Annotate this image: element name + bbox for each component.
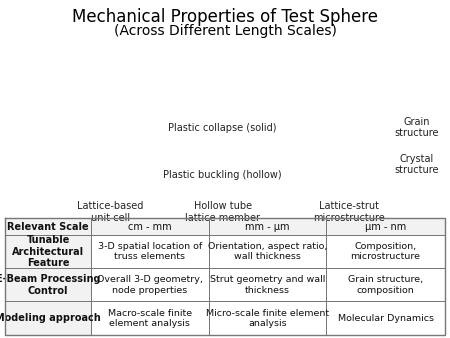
Text: Lattice-strut
microstructure: Lattice-strut microstructure xyxy=(313,201,385,223)
Bar xyxy=(91,301,209,335)
Bar xyxy=(5,301,91,335)
Bar xyxy=(209,268,326,301)
Text: Grain structure,
composition: Grain structure, composition xyxy=(348,275,423,294)
Text: Relevant Scale: Relevant Scale xyxy=(7,221,89,232)
Text: Mechanical Properties of Test Sphere: Mechanical Properties of Test Sphere xyxy=(72,8,378,26)
Text: Orientation, aspect ratio,
wall thickness: Orientation, aspect ratio, wall thicknes… xyxy=(208,242,327,261)
Text: Tunable
Architectural
Feature: Tunable Architectural Feature xyxy=(12,235,84,268)
Bar xyxy=(5,268,91,301)
Text: Strut geometry and wall
thickness: Strut geometry and wall thickness xyxy=(210,275,325,294)
Bar xyxy=(5,235,91,268)
Bar xyxy=(326,235,445,268)
Text: Lattice-based
unit cell: Lattice-based unit cell xyxy=(77,201,144,223)
Text: E-Beam Processing
Control: E-Beam Processing Control xyxy=(0,274,100,296)
Text: (Across Different Length Scales): (Across Different Length Scales) xyxy=(113,24,337,38)
Text: Composition,
microstructure: Composition, microstructure xyxy=(351,242,421,261)
Bar xyxy=(209,218,326,235)
Bar xyxy=(326,268,445,301)
Bar xyxy=(91,218,209,235)
Text: Macro-scale finite
element analysis: Macro-scale finite element analysis xyxy=(108,309,192,328)
Text: Molecular Dynamics: Molecular Dynamics xyxy=(338,314,433,323)
Bar xyxy=(91,268,209,301)
Bar xyxy=(5,218,91,235)
Text: Modeling approach: Modeling approach xyxy=(0,313,101,323)
Text: Overall 3-D geometry,
node properties: Overall 3-D geometry, node properties xyxy=(97,275,203,294)
Text: μm - nm: μm - nm xyxy=(365,221,406,232)
Bar xyxy=(209,235,326,268)
Text: Crystal
structure: Crystal structure xyxy=(394,154,438,175)
Text: Plastic buckling (hollow): Plastic buckling (hollow) xyxy=(163,170,282,180)
Bar xyxy=(326,218,445,235)
Bar xyxy=(209,301,326,335)
Text: Micro-scale finite element
analysis: Micro-scale finite element analysis xyxy=(206,309,329,328)
Text: cm - mm: cm - mm xyxy=(128,221,172,232)
Text: mm - μm: mm - μm xyxy=(245,221,290,232)
Bar xyxy=(326,301,445,335)
Bar xyxy=(91,235,209,268)
Text: Grain
structure: Grain structure xyxy=(394,117,438,138)
Text: Plastic collapse (solid): Plastic collapse (solid) xyxy=(168,123,277,134)
Text: Hollow tube
lattice member: Hollow tube lattice member xyxy=(185,201,260,223)
Text: 3-D spatial location of
truss elements: 3-D spatial location of truss elements xyxy=(98,242,202,261)
